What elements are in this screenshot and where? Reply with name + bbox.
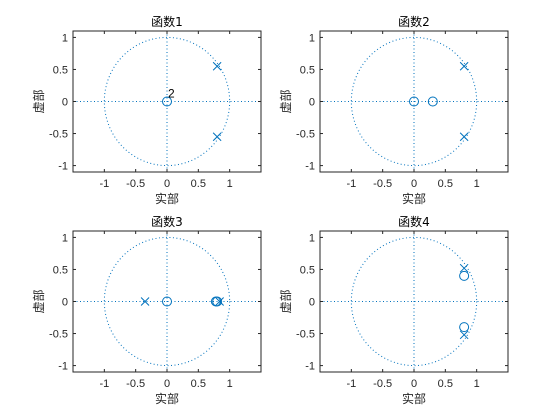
subplot-4-zero-marker-0: [459, 270, 470, 281]
subplot-3-pole-marker-1: [215, 297, 224, 306]
subplot-4: -1 -0.5 0 0.5 1 -1 -0.5 0 0.5 1 函数4 实部 虚部: [278, 214, 509, 406]
subplot-4-xtick-label-1: -0.5: [373, 378, 392, 390]
subplot-4-xlabel: 实部: [402, 391, 426, 406]
subplot-2: -1 -0.5 0 0.5 1 -1 -0.5 0 0.5 1 函数2 实部 虚部: [278, 14, 509, 206]
subplot-1-xtick-label-2: 0: [164, 178, 170, 190]
subplot-1-pole-marker-1: [212, 132, 222, 142]
subplot-1-ytick-label-0: -1: [58, 161, 68, 173]
subplot-2-pole-marker-0: [459, 61, 469, 71]
subplot-4-xtick-label-0: -1: [346, 378, 356, 390]
subplot-3-ytick-label-4: 1: [62, 232, 68, 244]
subplot-2-xtick-label-4: 1: [474, 178, 480, 190]
subplot-1-unit-circle: [103, 36, 231, 167]
subplot-4-pole-marker-0: [459, 263, 469, 273]
subplot-3: -1 -0.5 0 0.5 1 -1 -0.5 0 0.5 1 函数3 实部 虚部: [31, 214, 262, 406]
subplot-2-xtick-label-3: 0.5: [438, 178, 453, 190]
subplot-3-zero-marker-0: [162, 296, 172, 307]
subplot-4-title: 函数4: [398, 214, 430, 229]
subplot-1-ylabel: 虚部: [31, 89, 46, 113]
subplot-1-xtick-label-0: -1: [99, 178, 109, 190]
subplot-4-unit-circle: [350, 236, 478, 367]
subplot-1-plot-area: [73, 31, 261, 172]
subplot-2-zero-marker-0: [409, 96, 419, 107]
subplot-4-ylabel: 虚部: [278, 289, 293, 313]
subplot-1-ytick-label-3: 0.5: [53, 64, 68, 76]
subplot-1-xlabel: 实部: [155, 191, 179, 206]
subplot-1-ytick-label-1: -0.5: [49, 129, 68, 141]
subplot-2-plot-area: [320, 31, 508, 172]
subplot-3-ytick-label-2: 0: [62, 297, 68, 309]
subplot-2-xtick-label-0: -1: [346, 178, 356, 190]
subplot-4-xtick-label-2: 0: [411, 378, 417, 390]
subplot-4-xtick-label-3: 0.5: [438, 378, 453, 390]
subplot-2-ytick-label-1: -0.5: [296, 129, 315, 141]
subplot-1-xtick-label-1: -0.5: [126, 178, 145, 190]
subplot-2-pole-marker-1: [459, 132, 469, 142]
subplot-4-pole-marker-1: [459, 330, 469, 340]
subplot-3-xtick-label-4: 1: [227, 378, 233, 390]
subplot-1-zero-marker-0: [162, 96, 172, 107]
subplot-3-zero-marker-2: [212, 296, 223, 307]
subplot-3-xtick-label-3: 0.5: [191, 378, 206, 390]
subplot-4-xtick-label-4: 1: [474, 378, 480, 390]
subplot-4-ytick-label-2: 0: [309, 297, 315, 309]
subplot-4-ytick-label-3: 0.5: [300, 264, 315, 276]
subplot-3-ylabel: 虚部: [31, 289, 46, 313]
subplot-2-zero-marker-1: [427, 96, 438, 107]
subplot-3-ytick-label-3: 0.5: [53, 264, 68, 276]
subplot-1-ytick-label-2: 0: [62, 97, 68, 109]
subplot-3-xtick-label-1: -0.5: [126, 378, 145, 390]
subplot-3-ytick-label-1: -0.5: [49, 329, 68, 341]
subplot-1-pole-marker-0: [212, 61, 222, 71]
subplot-3-plot-area: [73, 231, 261, 372]
subplot-3-title: 函数3: [151, 214, 183, 229]
subplot-3-xtick-label-2: 0: [164, 378, 170, 390]
subplot-3-xlabel: 实部: [155, 391, 179, 406]
subplot-4-plot-area: [320, 231, 508, 372]
subplot-3-unit-circle: [103, 236, 231, 367]
subplot-2-title: 函数2: [398, 14, 430, 29]
subplot-1-ytick-label-4: 1: [62, 32, 68, 44]
subplot-2-ylabel: 虚部: [278, 89, 293, 113]
subplot-3-pole-marker-0: [140, 297, 150, 306]
subplot-2-ytick-label-0: -1: [305, 161, 315, 173]
subplot-4-ytick-label-0: -1: [305, 361, 315, 373]
subplot-2-unit-circle: [350, 36, 478, 167]
subplot-3-ytick-label-0: -1: [58, 361, 68, 373]
subplot-2-ytick-label-2: 0: [309, 97, 315, 109]
subplot-2-xlabel: 实部: [402, 191, 426, 206]
subplot-4-zero-marker-1: [459, 322, 470, 333]
subplot-2-xtick-label-2: 0: [411, 178, 417, 190]
subplot-4-ytick-label-4: 1: [309, 232, 315, 244]
subplot-1: -1 -0.5 0 0.5 1 -1 -0.5 0 0.5 1 2 函数1 实部 虚部: [31, 14, 262, 206]
subplot-2-ytick-label-4: 1: [309, 32, 315, 44]
subplot-3-xtick-label-0: -1: [99, 378, 109, 390]
subplot-4-ytick-label-1: -0.5: [296, 329, 315, 341]
subplot-1-title: 函数1: [151, 14, 183, 29]
subplot-1-zero-multiplicity-label: 2: [168, 87, 175, 101]
subplot-2-xtick-label-1: -0.5: [373, 178, 392, 190]
subplot-2-ytick-label-3: 0.5: [300, 64, 315, 76]
subplot-1-xtick-label-3: 0.5: [191, 178, 206, 190]
subplot-1-xtick-label-4: 1: [227, 178, 233, 190]
